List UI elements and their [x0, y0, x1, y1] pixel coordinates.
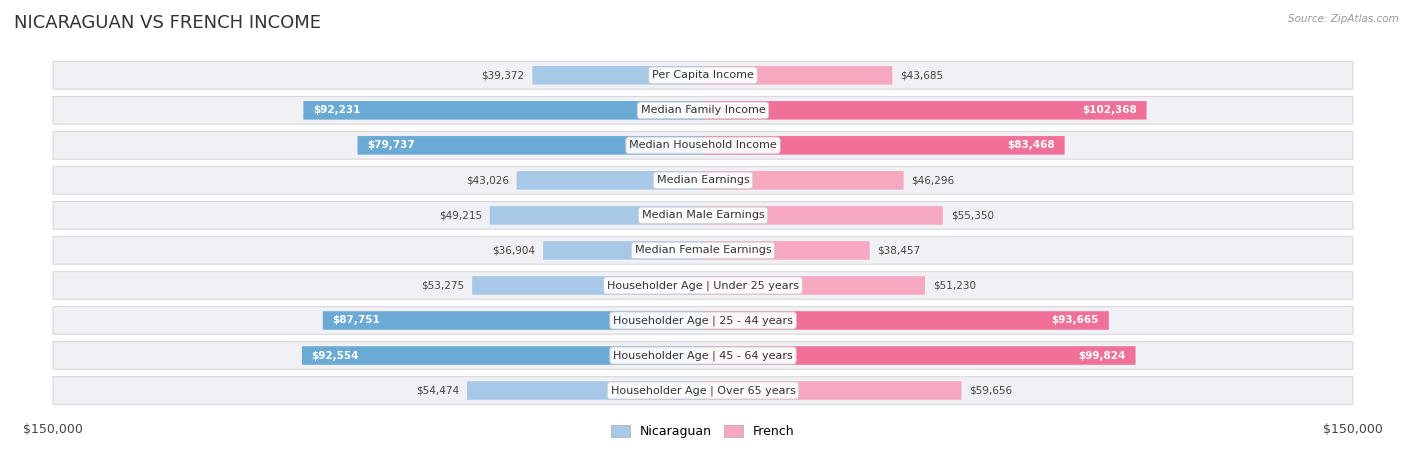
FancyBboxPatch shape	[304, 101, 703, 120]
Text: $87,751: $87,751	[333, 316, 380, 325]
Legend: Nicaraguan, French: Nicaraguan, French	[606, 420, 800, 443]
FancyBboxPatch shape	[703, 276, 925, 295]
Text: $49,215: $49,215	[439, 211, 482, 220]
FancyBboxPatch shape	[489, 206, 703, 225]
FancyBboxPatch shape	[53, 342, 1353, 369]
Text: Median Male Earnings: Median Male Earnings	[641, 211, 765, 220]
FancyBboxPatch shape	[703, 381, 962, 400]
Text: $92,231: $92,231	[314, 106, 360, 115]
Text: $92,554: $92,554	[312, 351, 359, 361]
FancyBboxPatch shape	[53, 377, 1353, 404]
Text: Per Capita Income: Per Capita Income	[652, 71, 754, 80]
Text: Householder Age | 25 - 44 years: Householder Age | 25 - 44 years	[613, 315, 793, 325]
FancyBboxPatch shape	[703, 206, 943, 225]
FancyBboxPatch shape	[703, 311, 1109, 330]
FancyBboxPatch shape	[53, 237, 1353, 264]
Text: $102,368: $102,368	[1083, 106, 1137, 115]
Text: Householder Age | 45 - 64 years: Householder Age | 45 - 64 years	[613, 350, 793, 361]
FancyBboxPatch shape	[533, 66, 703, 85]
Text: $83,468: $83,468	[1007, 141, 1054, 150]
FancyBboxPatch shape	[53, 62, 1353, 89]
FancyBboxPatch shape	[703, 171, 904, 190]
FancyBboxPatch shape	[472, 276, 703, 295]
Text: $46,296: $46,296	[911, 176, 955, 185]
FancyBboxPatch shape	[467, 381, 703, 400]
FancyBboxPatch shape	[53, 132, 1353, 159]
Text: $55,350: $55,350	[950, 211, 994, 220]
Text: Median Female Earnings: Median Female Earnings	[634, 246, 772, 255]
Text: Source: ZipAtlas.com: Source: ZipAtlas.com	[1288, 14, 1399, 24]
FancyBboxPatch shape	[703, 101, 1146, 120]
FancyBboxPatch shape	[703, 346, 1136, 365]
Text: Householder Age | Under 25 years: Householder Age | Under 25 years	[607, 280, 799, 290]
FancyBboxPatch shape	[357, 136, 703, 155]
FancyBboxPatch shape	[53, 202, 1353, 229]
FancyBboxPatch shape	[703, 136, 1064, 155]
FancyBboxPatch shape	[543, 241, 703, 260]
Text: $43,685: $43,685	[900, 71, 943, 80]
Text: $51,230: $51,230	[932, 281, 976, 290]
Text: $43,026: $43,026	[465, 176, 509, 185]
Text: $39,372: $39,372	[481, 71, 524, 80]
Text: $99,824: $99,824	[1078, 351, 1126, 361]
FancyBboxPatch shape	[302, 346, 703, 365]
Text: NICARAGUAN VS FRENCH INCOME: NICARAGUAN VS FRENCH INCOME	[14, 14, 321, 32]
Text: Householder Age | Over 65 years: Householder Age | Over 65 years	[610, 385, 796, 396]
Text: $38,457: $38,457	[877, 246, 921, 255]
Text: $93,665: $93,665	[1052, 316, 1099, 325]
Text: $79,737: $79,737	[367, 141, 415, 150]
FancyBboxPatch shape	[53, 97, 1353, 124]
FancyBboxPatch shape	[53, 167, 1353, 194]
FancyBboxPatch shape	[53, 307, 1353, 334]
FancyBboxPatch shape	[703, 241, 870, 260]
Text: $36,904: $36,904	[492, 246, 536, 255]
FancyBboxPatch shape	[703, 66, 893, 85]
Text: Median Household Income: Median Household Income	[628, 141, 778, 150]
Text: $53,275: $53,275	[422, 281, 464, 290]
Text: $54,474: $54,474	[416, 386, 460, 396]
FancyBboxPatch shape	[53, 272, 1353, 299]
Text: Median Family Income: Median Family Income	[641, 106, 765, 115]
FancyBboxPatch shape	[516, 171, 703, 190]
Text: $59,656: $59,656	[969, 386, 1012, 396]
Text: Median Earnings: Median Earnings	[657, 176, 749, 185]
FancyBboxPatch shape	[323, 311, 703, 330]
